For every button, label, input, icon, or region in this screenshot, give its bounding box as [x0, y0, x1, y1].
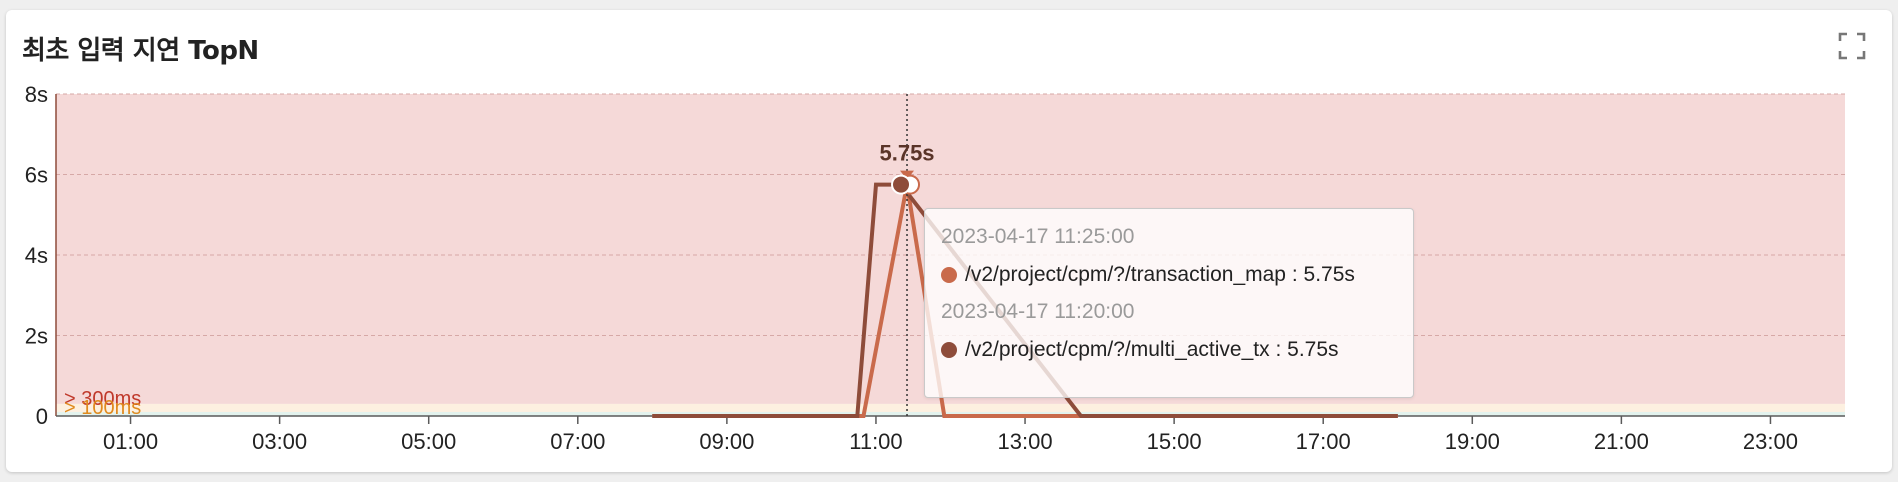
highlight-point-multi-active-tx: [891, 174, 912, 195]
x-tick-label: 19:00: [1445, 429, 1500, 454]
tooltip-series-name: /v2/project/cpm/?/transaction_map: [965, 263, 1286, 286]
x-tick-label: 11:00: [849, 429, 902, 454]
tooltip-series-name: /v2/project/cpm/?/multi_active_tx: [965, 338, 1270, 361]
chart-card: 최초 입력 지연 TopN 0 2s 4s 6s 8s 01:00 03:00 05:00 0…: [6, 10, 1892, 472]
tooltip-separator: :: [1286, 263, 1304, 286]
x-tick-label: 07:00: [550, 429, 605, 454]
band-over-100ms: [56, 403, 1845, 412]
highlight-value-label: 5.75s: [879, 141, 934, 166]
x-tick-label: 09:00: [699, 429, 754, 454]
series-color-dot: [941, 342, 957, 358]
y-tick-label: 0: [36, 404, 48, 429]
x-tick-label: 03:00: [252, 429, 307, 454]
threshold-label-300ms: > 300ms: [64, 388, 141, 410]
tooltip-row: /v2/project/cpm/?/multi_active_tx : 5.75…: [941, 338, 1339, 362]
highlight-marker: 5.75s: [879, 94, 935, 416]
y-tick-label: 2s: [25, 324, 48, 349]
x-tick-label: 23:00: [1743, 429, 1798, 454]
tooltip-entry: 2023-04-17 11:25:00/v2/project/cpm/?/tra…: [941, 225, 1355, 287]
x-tick-label: 15:00: [1147, 429, 1202, 454]
fullscreen-icon[interactable]: [1838, 32, 1866, 60]
tooltip-separator: :: [1269, 338, 1288, 361]
series-line-2: [652, 182, 1398, 418]
x-axis-ticks: 01:00 03:00 05:00 07:00 09:00 11:00 13:00 15:00…: [103, 416, 1798, 454]
threshold-labels: > 300ms> 100ms: [64, 388, 141, 419]
x-tick-label: 21:00: [1594, 429, 1649, 454]
series-color-dot: [941, 267, 957, 283]
tooltip-series-value: 5.75s: [1287, 338, 1339, 361]
x-tick-label: 17:00: [1296, 429, 1351, 454]
tooltip-time: 2023-04-17 11:20:00: [941, 300, 1135, 323]
tooltip-entry: 2023-04-17 11:20:00/v2/project/cpm/?/mul…: [941, 300, 1339, 362]
band-under-100ms: [56, 411, 1845, 416]
tooltip-row: /v2/project/cpm/?/transaction_map : 5.75…: [941, 263, 1355, 287]
chart-tooltip: 2023-04-17 11:25:00/v2/project/cpm/?/tra…: [924, 208, 1414, 398]
y-tick-label: 4s: [25, 243, 48, 268]
x-tick-label: 01:00: [103, 429, 158, 454]
tooltip-time: 2023-04-17 11:25:00: [941, 225, 1135, 248]
y-tick-label: 8s: [25, 82, 48, 107]
x-tick-label: 13:00: [998, 429, 1053, 454]
y-axis-ticks: 0 2s 4s 6s 8s: [25, 82, 48, 429]
y-tick-label: 6s: [25, 163, 48, 188]
threshold-label-100ms: > 100ms: [64, 397, 141, 419]
x-tick-label: 05:00: [401, 429, 456, 454]
tooltip-series-value: 5.75s: [1303, 263, 1355, 286]
card-title: 최초 입력 지연 TopN: [22, 36, 259, 66]
